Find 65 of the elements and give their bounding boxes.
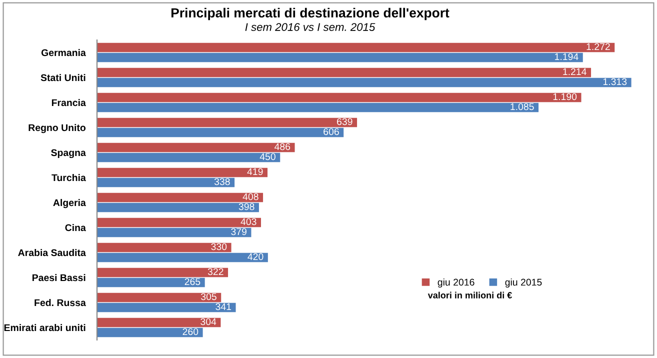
data-label: 486 xyxy=(274,143,290,150)
y-tick-label: Emirati arabi uniti xyxy=(4,324,86,332)
data-label: 322 xyxy=(208,268,224,276)
bar xyxy=(97,142,295,152)
bar xyxy=(97,252,268,262)
data-label: 398 xyxy=(238,203,254,210)
data-label: 1.313 xyxy=(603,78,627,86)
bar xyxy=(97,278,205,288)
chart-subtitle: I sem 2016 vs I sem. 2015 xyxy=(245,23,376,31)
bar xyxy=(97,202,259,212)
data-label: 379 xyxy=(231,228,246,236)
bar xyxy=(97,52,583,62)
bar xyxy=(97,168,268,178)
bar xyxy=(97,118,358,128)
y-tick-label: Regno Unito xyxy=(28,124,86,134)
bar xyxy=(97,128,344,138)
bar xyxy=(97,242,232,252)
bar xyxy=(97,102,539,112)
legend-label: giu 2016 xyxy=(438,278,474,288)
bar xyxy=(97,92,582,102)
y-tick-label: Fed. Russa xyxy=(34,298,86,306)
y-tick-label: Stati Uniti xyxy=(40,74,86,82)
bar xyxy=(97,42,615,52)
bar xyxy=(97,78,632,88)
data-label: 305 xyxy=(200,293,216,300)
data-label: 1.214 xyxy=(563,68,586,76)
data-label: 1.190 xyxy=(553,93,577,100)
bar xyxy=(97,178,235,188)
bar xyxy=(97,292,222,302)
chart-title: Principali mercati di destinazione dell'export xyxy=(171,8,450,20)
data-label: 260 xyxy=(182,328,198,336)
data-label: 419 xyxy=(247,168,263,176)
y-tick-label: Francia xyxy=(52,98,86,106)
bar xyxy=(97,68,592,78)
data-label: 304 xyxy=(200,318,216,326)
bar xyxy=(97,302,236,312)
data-label: 338 xyxy=(214,178,230,186)
data-label: 341 xyxy=(216,303,232,310)
data-label: 1.194 xyxy=(555,53,578,60)
y-tick-label: Turchia xyxy=(52,174,86,182)
data-label: 403 xyxy=(240,218,256,226)
y-tick-label: Cina xyxy=(65,224,86,232)
y-tick-label: Germania xyxy=(41,48,86,56)
y-tick-label: Algeria xyxy=(53,198,86,208)
bar xyxy=(97,218,261,228)
data-label: 408 xyxy=(242,193,258,200)
y-tick-label: Arabia Saudita xyxy=(18,248,86,256)
data-label: 420 xyxy=(248,253,264,260)
y-tick-label: Paesi Bassi xyxy=(32,274,86,282)
legend-label: giu 2015 xyxy=(505,278,542,288)
data-label: 450 xyxy=(260,153,276,160)
data-label: 1.272 xyxy=(586,43,610,50)
bar xyxy=(97,228,252,238)
bar xyxy=(97,328,203,338)
bar xyxy=(97,192,264,202)
data-label: 1.085 xyxy=(510,103,534,110)
data-label: 265 xyxy=(184,278,200,286)
data-label: 606 xyxy=(324,128,339,136)
annotation: valori in milioni di € xyxy=(428,292,512,298)
bar xyxy=(97,318,221,328)
bar xyxy=(97,268,228,278)
data-label: 330 xyxy=(211,243,227,250)
bar xyxy=(97,152,280,162)
y-tick-label: Spagna xyxy=(51,149,86,158)
data-label: 639 xyxy=(337,118,352,126)
